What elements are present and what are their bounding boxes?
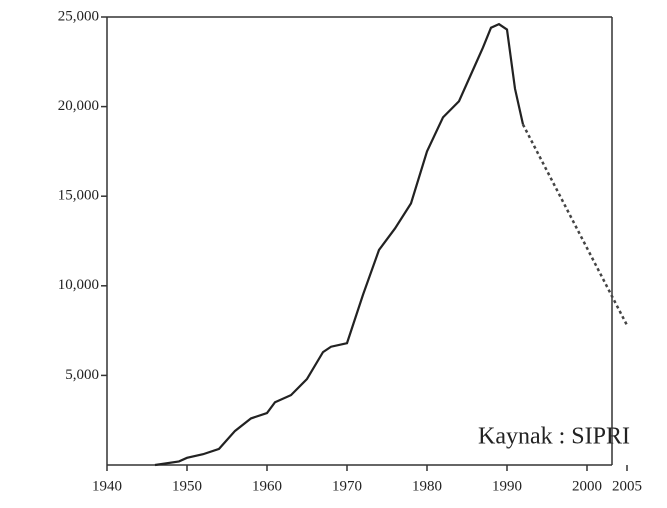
x-tick-label: 2005: [612, 478, 642, 494]
x-tick-label: 2000: [572, 478, 602, 494]
x-tick-label: 1990: [492, 478, 522, 494]
y-tick-label: 20,000: [58, 98, 99, 114]
x-tick-label: 1970: [332, 478, 362, 494]
y-tick-label: 25,000: [58, 8, 99, 24]
y-tick-label: 5,000: [65, 367, 99, 383]
x-tick-label: 1950: [172, 478, 202, 494]
y-tick-label: 10,000: [58, 277, 99, 293]
data-line: [521, 123, 629, 326]
x-tick-label: 1960: [252, 478, 282, 494]
y-tick-label: 15,000: [58, 188, 99, 204]
x-tick-label: 1940: [92, 478, 122, 494]
data-line: [154, 22, 525, 467]
x-tick-label: 1980: [412, 478, 442, 494]
source-annotation: Kaynak : SIPRI: [478, 424, 630, 450]
